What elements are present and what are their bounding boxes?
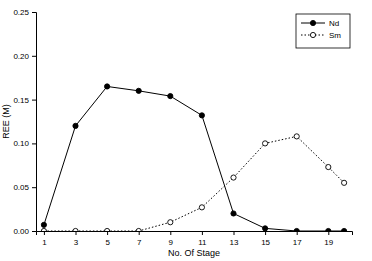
y-tick-mark [32,143,36,144]
y-tick: 0.25 [13,8,36,17]
data-point [294,134,299,139]
legend-label: Nd [329,19,339,28]
y-axis-line [32,13,37,232]
x-tick: 3 [74,231,79,247]
x-tick: 1 [42,231,47,247]
x-axis-title: No. Of Stage [168,248,220,258]
data-point [199,113,204,118]
x-tick-label: 13 [230,238,239,247]
y-tick-label: 0.05 [13,183,29,192]
x-axis: 135791113151719 [37,231,353,247]
series-line [44,136,344,231]
data-point [342,228,347,231]
y-tick: 0.00 [13,227,36,236]
plot: 1357911131517190.000.050.100.150.200.25N… [13,8,352,247]
x-tick-label: 1 [42,238,47,247]
data-point [41,222,46,227]
data-point [294,228,299,231]
data-point [199,205,204,210]
y-tick-mark [32,187,36,188]
x-tick: 5 [105,231,110,247]
legend-marker [310,20,315,25]
y-tick-label: 0.10 [13,139,29,148]
x-tick-mark [107,231,108,235]
x-tick-label: 11 [198,238,207,247]
data-point [136,228,141,231]
y-tick-mark [32,231,36,232]
data-point [41,228,46,231]
legend-box [296,14,350,48]
x-tick-label: 19 [324,238,333,247]
marks [41,84,346,231]
x-tick-mark [265,231,266,235]
x-tick: 15 [261,231,270,247]
x-tick-label: 5 [105,238,110,247]
data-point [105,228,110,231]
legend-marker [310,32,315,37]
y-tick-mark [32,56,36,57]
data-point [326,228,331,231]
chart: 1357911131517190.000.050.100.150.200.25N… [0,0,372,261]
x-tick-label: 17 [293,238,302,247]
data-point [168,93,173,98]
y-tick-label: 0.00 [13,227,29,236]
x-tick: 17 [293,231,302,247]
legend-label: Sm [329,31,341,40]
x-tick-label: 3 [74,238,79,247]
data-point [326,164,331,169]
y-tick: 0.15 [13,96,36,105]
x-tick: 19 [324,231,333,247]
data-point [73,123,78,128]
y-tick: 0.20 [13,52,36,61]
y-tick-mark [32,100,36,101]
y-tick-label: 0.20 [13,52,29,61]
data-point [263,226,268,231]
y-tick: 0.05 [13,183,36,192]
data-point [231,175,236,180]
x-tick-mark [328,231,329,235]
x-tick-mark [139,231,140,235]
y-axis: 0.00 0.05 0.10 0.15 0.20 0.25 [13,8,36,236]
y-tick: 0.10 [13,139,36,148]
x-tick-mark [234,231,235,235]
x-tick-label: 7 [137,238,142,247]
series-line [44,86,344,231]
x-tick-label: 15 [261,238,270,247]
data-point [263,141,268,146]
y-tick-label: 0.25 [13,8,29,17]
x-axis-line [37,232,353,236]
x-tick-label: 9 [169,238,174,247]
data-point [342,180,347,185]
x-tick: 11 [198,231,207,247]
x-tick-mark [170,231,171,235]
data-point [136,88,141,93]
x-tick-mark [202,231,203,235]
data-point [73,228,78,231]
data-point [105,84,110,89]
data-point [231,211,236,216]
y-axis-title: REE (M) [1,104,11,139]
x-tick-mark [76,231,77,235]
x-tick: 13 [230,231,239,247]
x-tick: 9 [169,231,174,247]
x-tick-mark [44,231,45,235]
y-tick-mark [32,12,36,13]
data-point [168,220,173,225]
x-tick-mark [297,231,298,235]
legend: Nd Sm [296,14,350,48]
y-tick-label: 0.15 [13,96,29,105]
x-tick: 7 [137,231,142,247]
